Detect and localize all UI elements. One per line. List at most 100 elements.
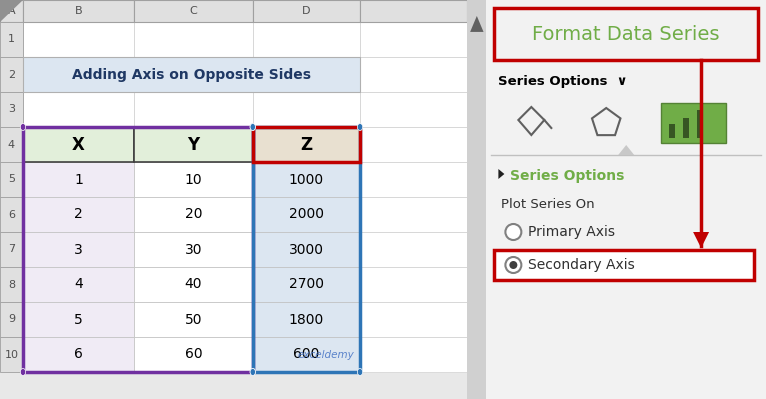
Text: 40: 40: [185, 277, 202, 292]
Bar: [23, 197, 134, 232]
Polygon shape: [470, 16, 483, 32]
Text: C: C: [189, 6, 198, 16]
Bar: [360, 197, 467, 232]
Bar: [253, 337, 360, 372]
Text: A: A: [8, 6, 15, 16]
Text: 3: 3: [74, 243, 83, 257]
Bar: [23, 127, 253, 372]
Text: 4: 4: [74, 277, 83, 292]
Bar: [134, 22, 253, 57]
Text: 1: 1: [74, 172, 83, 186]
Bar: [134, 267, 253, 302]
Circle shape: [357, 369, 363, 375]
Bar: [23, 162, 134, 197]
Text: 9: 9: [8, 314, 15, 324]
Bar: [360, 162, 467, 197]
Bar: [134, 127, 253, 162]
Text: 4: 4: [8, 140, 15, 150]
Text: exceldemy: exceldemy: [297, 350, 354, 359]
Bar: [360, 267, 467, 302]
Bar: [0, 57, 23, 92]
Polygon shape: [499, 169, 504, 179]
Bar: [23, 57, 360, 92]
Text: 7: 7: [8, 245, 15, 255]
Circle shape: [20, 369, 26, 375]
Circle shape: [509, 261, 517, 269]
Bar: [23, 232, 134, 267]
Bar: [23, 0, 134, 22]
Bar: [0, 337, 23, 372]
Bar: [0, 302, 23, 337]
Bar: [23, 267, 134, 302]
Text: Series Options  ∨: Series Options ∨: [499, 75, 628, 87]
Bar: [0, 232, 23, 267]
Bar: [253, 127, 360, 372]
Text: 5: 5: [74, 312, 83, 326]
Text: 50: 50: [185, 312, 202, 326]
Bar: [253, 127, 360, 162]
Text: 6: 6: [74, 348, 83, 361]
Text: Z: Z: [300, 136, 313, 154]
Text: 5: 5: [8, 174, 15, 184]
Text: 2: 2: [8, 69, 15, 79]
Text: D: D: [302, 6, 311, 16]
Circle shape: [250, 369, 256, 375]
Text: 2700: 2700: [289, 277, 324, 292]
Circle shape: [250, 124, 256, 130]
Bar: [360, 92, 467, 127]
Text: 3000: 3000: [289, 243, 324, 257]
Text: 2000: 2000: [289, 207, 324, 221]
Text: X: X: [72, 136, 85, 154]
Text: 10: 10: [185, 172, 202, 186]
Circle shape: [250, 124, 256, 130]
Bar: [0, 197, 23, 232]
Text: 1800: 1800: [289, 312, 324, 326]
Circle shape: [506, 224, 522, 240]
Bar: [697, 110, 703, 138]
Circle shape: [357, 124, 363, 130]
Text: 3: 3: [8, 105, 15, 115]
Bar: [253, 22, 360, 57]
Bar: [360, 0, 467, 22]
Bar: [360, 22, 467, 57]
Text: Primary Axis: Primary Axis: [529, 225, 615, 239]
Bar: [134, 162, 253, 197]
Bar: [134, 302, 253, 337]
Text: Secondary Axis: Secondary Axis: [529, 258, 635, 272]
Text: 10: 10: [5, 350, 18, 359]
Bar: [253, 232, 360, 267]
Bar: [494, 250, 754, 280]
Text: 8: 8: [8, 280, 15, 290]
Bar: [253, 162, 360, 197]
Bar: [23, 337, 134, 372]
Bar: [661, 103, 726, 143]
Text: Plot Series On: Plot Series On: [502, 198, 595, 211]
Bar: [253, 127, 360, 162]
Bar: [360, 337, 467, 372]
Bar: [360, 302, 467, 337]
Bar: [253, 302, 360, 337]
Text: Adding Axis on Opposite Sides: Adding Axis on Opposite Sides: [72, 67, 311, 81]
Bar: [253, 197, 360, 232]
Polygon shape: [693, 232, 709, 248]
Circle shape: [506, 257, 522, 273]
Bar: [683, 118, 689, 138]
Text: Y: Y: [188, 136, 199, 154]
Bar: [23, 22, 134, 57]
Text: 1: 1: [8, 34, 15, 45]
Bar: [134, 232, 253, 267]
Bar: [0, 267, 23, 302]
Bar: [23, 302, 134, 337]
Text: 6: 6: [8, 209, 15, 219]
Bar: [0, 92, 23, 127]
Bar: [669, 124, 675, 138]
Bar: [134, 0, 253, 22]
Text: 20: 20: [185, 207, 202, 221]
Bar: [360, 127, 467, 162]
Bar: [134, 197, 253, 232]
Bar: [23, 127, 134, 162]
Bar: [494, 8, 758, 60]
Bar: [0, 127, 23, 162]
Text: 600: 600: [293, 348, 319, 361]
Text: Format Data Series: Format Data Series: [532, 24, 720, 43]
